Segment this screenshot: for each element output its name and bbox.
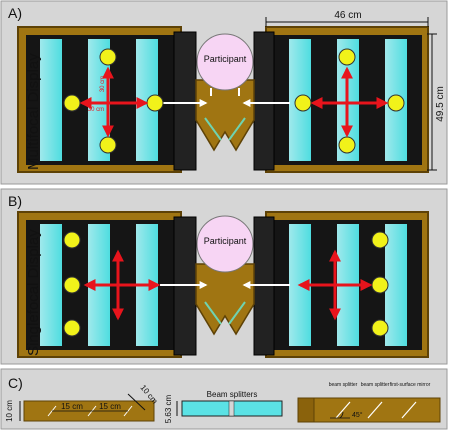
participant-eyes [210,88,240,96]
dim-46cm-label: 46 cm [334,10,361,21]
target-b-left-bottom [63,319,81,337]
angle-arc [330,411,350,419]
mount-slot-3 [401,401,417,419]
participant-label-b: Participant [204,236,247,246]
dim-15cm-2-label: 15 cm [99,402,121,411]
panel-a-side-label: Multifocal Display [25,53,42,170]
beam-splitter-right-b [228,301,246,325]
target-right-bottom [338,136,356,154]
mount-slot-2 [367,401,383,419]
mount-slot-1 [335,401,351,419]
target-right-center-r [387,94,405,112]
beam-splitter-right [228,117,246,141]
angle-label: 45° [352,411,363,419]
target-left-center-l [63,94,81,112]
beam-splitters-label: Beam splitters [207,390,258,399]
target-right-center-l [294,94,312,112]
participant-head [196,33,254,91]
beam-splitter-left [204,117,222,141]
beam-splitter-left-b [204,301,222,325]
panel-b-singlefocal: Participant B) Singlefocal Display [0,188,448,365]
target-b-right-bottom [371,319,389,337]
target-b-left-top [63,231,81,249]
left-screen-frame [173,31,197,171]
label-beam-splitter-1: beam splitter [329,382,358,388]
panel-c-tag: C) [8,375,23,391]
dim-30cm-vertical: 30 cm [100,76,106,92]
panel-a-multifocal: Participant 30 cm 30 cm A) Multifocal Di… [0,0,448,185]
dim-10cm-left-label: 10 cm [5,400,14,422]
left-screen-1-b [40,224,62,346]
label-beam-splitter-2: beam splitter [361,382,390,388]
target-right-top [338,48,356,66]
dim-30cm-horizontal: 30 cm [88,107,104,113]
target-left-top [99,48,117,66]
dim-10cm-diag-line [127,393,146,411]
right-screen-3-b [385,224,407,346]
right-screen-frame [253,31,275,171]
target-b-right-top [371,231,389,249]
panel-b-side-label: Singlefocal Display [25,229,42,356]
target-left-center-r [146,94,164,112]
dim-563-label: 5.63 cm [164,394,173,423]
target-left-bottom [99,136,117,154]
center-mirror-housing [195,79,255,152]
participant-label: Participant [204,54,247,64]
participant-head-b [196,215,254,273]
label-first-surface-mirror: first-surface mirror [390,382,431,388]
mount-block [297,397,441,423]
dim-15cm-1-label: 15 cm [61,402,83,411]
dim-495cm-label: 49.5 cm [435,86,446,122]
panel-b-tag: B) [8,193,22,209]
mount-block-end [297,397,315,423]
beam-splitter-gap [228,400,235,417]
left-screen-1 [40,39,62,161]
target-b-right-mid [371,276,389,294]
panel-a-tag: A) [8,5,22,21]
panel-c-components: C) 10 cm 15 cm 15 cm 10 cm Beam splitter… [0,368,448,430]
target-b-left-mid [63,276,81,294]
center-mirror-housing-b [195,263,255,336]
